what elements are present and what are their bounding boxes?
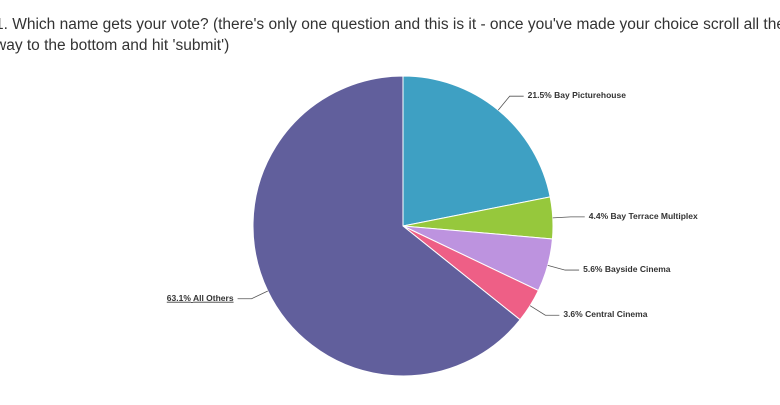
data-label: 5.6% Bayside Cinema bbox=[583, 264, 671, 274]
value-label: 21.5% bbox=[528, 90, 553, 100]
leader-line bbox=[547, 264, 580, 271]
leader-line bbox=[497, 95, 524, 111]
leader-line bbox=[529, 305, 560, 316]
pie-slice bbox=[252, 75, 521, 377]
data-label: 63.1% All Others bbox=[167, 293, 234, 303]
value-label: 3.6% bbox=[563, 309, 583, 319]
data-label: 3.6% Central Cinema bbox=[563, 309, 647, 319]
category-label: All Others bbox=[193, 293, 234, 303]
leader-line bbox=[552, 216, 585, 219]
pie-slice bbox=[402, 75, 551, 227]
data-label: 4.4% Bay Terrace Multiplex bbox=[589, 211, 698, 221]
value-label: 4.4% bbox=[589, 211, 609, 221]
data-label: 21.5% Bay Picturehouse bbox=[528, 90, 627, 100]
chart-title: 1. Which name gets your vote? (there's o… bbox=[0, 16, 780, 54]
category-label: Bayside Cinema bbox=[605, 264, 671, 274]
category-label: Central Cinema bbox=[585, 309, 648, 319]
leader-line bbox=[237, 290, 268, 300]
category-label: Bay Terrace Multiplex bbox=[611, 211, 699, 221]
value-label: 63.1% bbox=[167, 293, 192, 303]
value-label: 5.6% bbox=[583, 264, 603, 274]
category-label: Bay Picturehouse bbox=[554, 90, 626, 100]
